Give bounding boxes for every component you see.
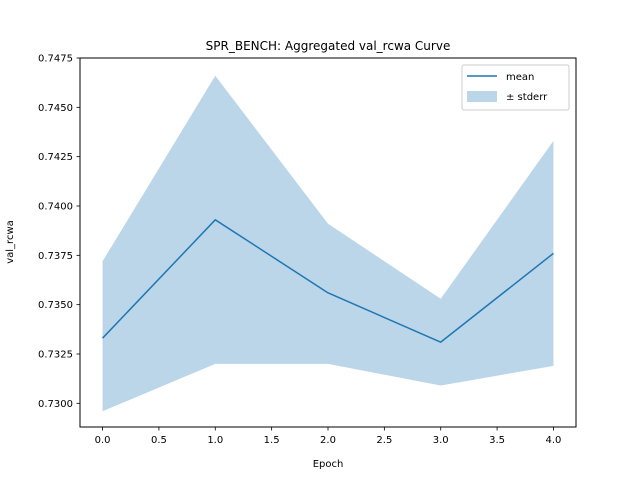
y-tick-label: 0.7300 <box>38 399 73 410</box>
x-tick-label: 3.0 <box>433 435 449 446</box>
y-tick-label: 0.7450 <box>38 103 73 114</box>
x-tick-label: 4.0 <box>546 435 562 446</box>
legend-mean-label: mean <box>506 72 534 83</box>
y-tick-label: 0.7425 <box>38 152 73 163</box>
chart-title: SPR_BENCH: Aggregated val_rcwa Curve <box>206 39 451 53</box>
x-tick-label: 1.0 <box>207 435 223 446</box>
x-tick-label: 2.0 <box>320 435 336 446</box>
legend: mean ± stderr <box>461 64 570 111</box>
series-mean-line <box>102 219 554 343</box>
x-tick-label: 0.5 <box>151 435 167 446</box>
x-axis-label: Epoch <box>313 459 344 470</box>
stderr-band <box>102 75 554 412</box>
legend-stderr-label: ± stderr <box>506 92 548 103</box>
x-tick-label: 0.0 <box>95 435 111 446</box>
x-tick-label: 3.5 <box>489 435 505 446</box>
y-tick-label: 0.7325 <box>38 349 73 360</box>
y-axis-label: val_rcwa <box>5 220 16 264</box>
x-tick-label: 2.5 <box>376 435 392 446</box>
x-tick-label: 1.5 <box>264 435 280 446</box>
legend-stderr-swatch <box>467 91 497 102</box>
y-tick-label: 0.7400 <box>38 201 73 212</box>
y-tick-label: 0.7350 <box>38 300 73 311</box>
y-tick-label: 0.7475 <box>38 54 73 65</box>
y-tick-label: 0.7375 <box>38 251 73 262</box>
